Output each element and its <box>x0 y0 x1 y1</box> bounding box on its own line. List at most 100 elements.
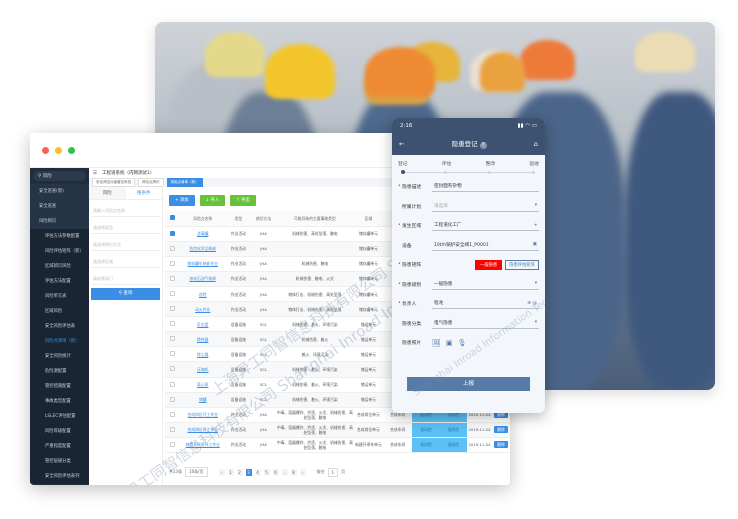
row-checkbox[interactable] <box>165 422 180 438</box>
risk-name-link[interactable]: 危险化学品装卸 <box>179 241 226 257</box>
sidebar-item[interactable]: 评估方法配置 <box>30 274 89 289</box>
filter-tab-risk[interactable]: 风险 <box>89 187 126 199</box>
page-button[interactable]: 2 <box>236 468 243 476</box>
tab-risk-list[interactable]: 风险点清单（新） <box>166 178 203 187</box>
add-photo-icon[interactable]: 🖼 <box>432 338 441 347</box>
risk-name-link[interactable]: 换热器 <box>179 331 226 348</box>
import-button[interactable]: ↓ 导入 <box>199 195 226 206</box>
row-checkbox[interactable] <box>165 346 180 363</box>
type-select[interactable]: 请选择类型 <box>91 221 160 234</box>
next-page[interactable]: › <box>299 468 306 476</box>
risk-name-link[interactable]: 反应釜 <box>179 316 226 333</box>
maximize-window-button[interactable] <box>68 146 75 154</box>
delete-button[interactable]: 删除 <box>494 441 508 449</box>
field-input[interactable]: 一般隐患 ▾ <box>432 279 539 290</box>
prev-page[interactable]: ‹ <box>218 468 225 476</box>
menu-icon[interactable]: ☰ <box>93 170 98 176</box>
risk-name-link[interactable]: 滤毒罐 <box>179 226 226 242</box>
sidebar-item[interactable]: 危险源配置 <box>30 364 89 379</box>
row-checkbox[interactable] <box>165 361 180 378</box>
row-checkbox[interactable] <box>165 301 180 318</box>
goto-input[interactable]: 1 <box>327 467 339 477</box>
sidebar-search-input[interactable]: ⚲ 风险 <box>33 171 86 181</box>
submit-button[interactable]: 上报 <box>407 377 530 391</box>
area-select[interactable]: 请选择区域 <box>91 255 160 268</box>
sidebar-item[interactable]: 风险点清单（新） <box>30 334 89 349</box>
sidebar-item[interactable]: 严重程度配置 <box>30 439 89 454</box>
page-button[interactable]: 3 <box>245 468 252 476</box>
risk-name-link[interactable]: 合成岗位停工作业 <box>179 422 226 438</box>
row-checkbox[interactable] <box>165 331 180 348</box>
tab-risk-identify[interactable]: 风险点辨识 <box>138 178 164 187</box>
field-input[interactable]: 请选择 ▾ <box>432 201 539 212</box>
sidebar-item[interactable]: 区域风险 <box>30 304 89 319</box>
risk-name-link[interactable]: 合成岗位开工作业 <box>179 407 226 423</box>
dropdown-icon[interactable]: ▾ <box>534 281 537 287</box>
row-checkbox[interactable] <box>165 437 180 454</box>
row-checkbox[interactable] <box>165 226 180 242</box>
row-checkbox[interactable] <box>165 316 180 333</box>
page-button[interactable]: ... <box>281 468 288 476</box>
sidebar-item[interactable]: 安全巡查 <box>30 199 89 214</box>
sidebar-item[interactable]: 安全风险评估表列 <box>30 469 89 484</box>
sidebar-item[interactable]: 风险辨识 <box>30 214 89 229</box>
search-button[interactable]: ⚲ 查询 <box>91 288 160 300</box>
sidebar-item[interactable]: 安全巡查(新) <box>30 184 89 199</box>
sidebar-item[interactable]: 评估方法参数配置 <box>30 229 89 244</box>
page-button[interactable]: 8 <box>290 468 297 476</box>
risk-name-link[interactable]: 动火作业 <box>179 301 226 318</box>
page-button[interactable]: 5 <box>263 468 270 476</box>
scan-icon[interactable]: ▣ <box>532 242 537 248</box>
row-checkbox[interactable] <box>165 271 180 287</box>
back-arrow-icon[interactable]: ← <box>399 139 405 148</box>
minimize-window-button[interactable] <box>55 146 62 154</box>
add-voice-icon[interactable]: 🎙 <box>457 338 467 347</box>
sidebar-item[interactable]: LSLEC评估配置 <box>30 409 89 424</box>
risk-name-link[interactable]: 除尘器 <box>179 346 226 363</box>
risk-name-link[interactable]: 装置开停车开工作业 <box>179 437 226 454</box>
filter-tab-conditions[interactable]: 搜条件 <box>125 187 162 199</box>
row-checkbox[interactable] <box>165 241 180 257</box>
select-all-checkbox[interactable] <box>165 211 180 227</box>
page-button[interactable]: 6 <box>272 468 279 476</box>
dropdown-icon[interactable]: ▾ <box>534 203 537 209</box>
row-checkbox[interactable] <box>165 407 180 423</box>
sidebar-item[interactable]: 风险评估矩阵（新） <box>30 244 89 259</box>
risk-name-link[interactable]: 离心泵 <box>179 377 226 393</box>
hazard-matrix-button[interactable]: 隐患评估矩阵 <box>505 259 539 270</box>
method-select[interactable]: 请选择辨识方法 <box>91 238 160 251</box>
add-button[interactable]: + 添加 <box>169 195 195 206</box>
tab-risk-system[interactable]: 安全风险分级管控系统 <box>92 178 135 187</box>
row-checkbox[interactable] <box>165 256 180 272</box>
department-select[interactable]: 请选择部门 <box>91 272 160 285</box>
delete-button[interactable]: 删除 <box>494 426 508 434</box>
field-input[interactable]: 10t/h锅炉安全阀1_P0001 ▣ <box>432 240 539 251</box>
field-input[interactable]: 程龙 ⊕ @ <box>432 298 539 310</box>
sidebar-item[interactable]: 安全风险评估表 <box>30 319 89 334</box>
field-input[interactable]: 密封面有杂物 <box>432 181 539 193</box>
page-size-select[interactable]: 10条/页 <box>185 467 208 477</box>
risk-name-link[interactable]: 压缩机 <box>179 361 226 378</box>
dropdown-icon[interactable]: ▾ <box>534 320 537 326</box>
sidebar-item[interactable]: 事故类型配置 <box>30 394 89 409</box>
sidebar-item[interactable]: 风险等级配置 <box>30 424 89 439</box>
home-icon[interactable]: ⌂ <box>533 139 538 148</box>
risk-name-link[interactable]: 液化石油气装卸 <box>179 271 226 287</box>
contact-icon[interactable]: ⊕ @ <box>527 300 537 306</box>
page-button[interactable]: 4 <box>254 468 261 476</box>
add-video-icon[interactable]: ▣ <box>445 338 453 347</box>
sidebar-item[interactable]: 安全风险统计 <box>30 349 89 364</box>
sidebar-item[interactable]: 区域辨识风险 <box>30 259 89 274</box>
sidebar-item[interactable]: 管控措施配置 <box>30 379 89 394</box>
row-checkbox[interactable] <box>165 377 180 393</box>
sidebar-item[interactable]: 风险单元表 <box>30 289 89 304</box>
sidebar-item[interactable]: 管控层级分类 <box>30 454 89 469</box>
risk-name-input[interactable]: 请输入风险点名称 <box>91 204 160 217</box>
export-button[interactable]: ↑ 导出 <box>230 195 256 206</box>
location-icon[interactable]: ⌖ <box>534 223 537 229</box>
field-input[interactable]: 工程道化工厂 ⌖ <box>432 220 539 232</box>
close-window-button[interactable] <box>42 146 49 154</box>
field-input[interactable]: 电气隐患 ▾ <box>432 318 539 329</box>
risk-name-link[interactable]: 巡检 <box>179 286 226 303</box>
row-checkbox[interactable] <box>165 286 180 303</box>
